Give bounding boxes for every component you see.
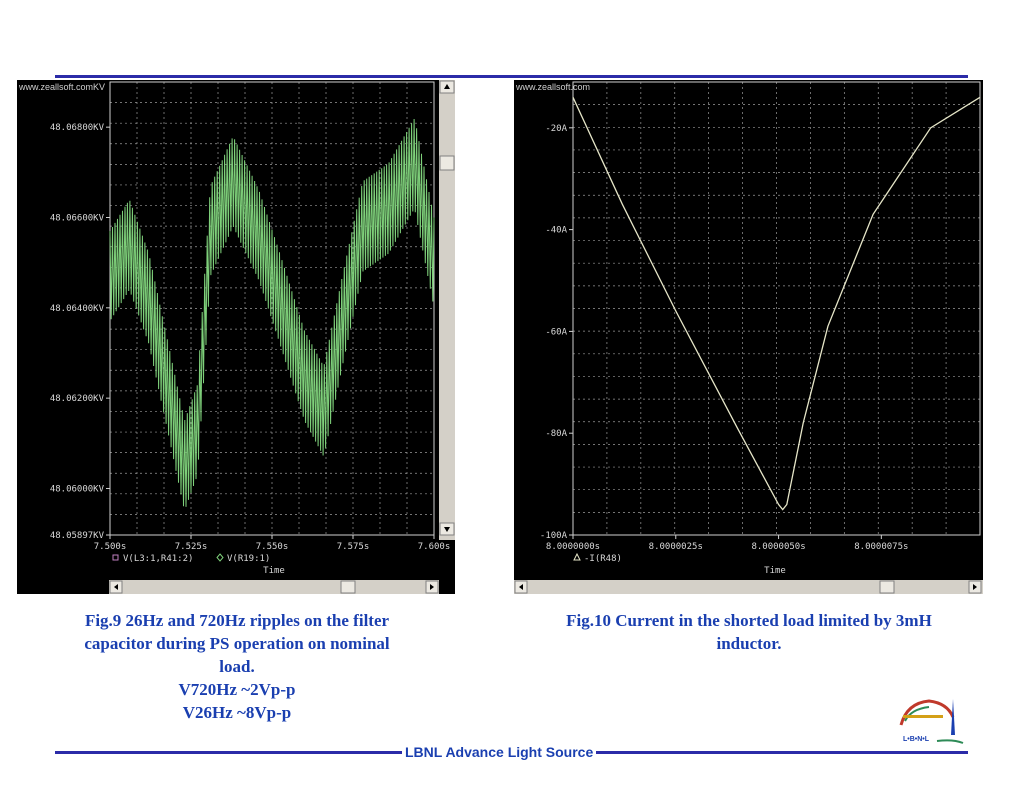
fig9-plot-window: www.zeallsoft.comKV 48.06800KV 48.06600KV… bbox=[17, 80, 455, 594]
lbnl-logo: L•B•N•L bbox=[899, 699, 964, 744]
legend-entry: -I(R48) bbox=[584, 554, 622, 564]
x-tick-label: 8.0000050s bbox=[751, 542, 805, 552]
fig10-plot-window: www.zeallsoft.com -20A -40A -60A -80A -100A 8… bbox=[514, 80, 983, 594]
x-tick-label: 7.600s bbox=[418, 542, 451, 552]
fig10-caption: Fig.10 Current in the shorted load limit… bbox=[505, 609, 993, 655]
x-tick-label: 7.525s bbox=[175, 542, 208, 552]
header-rule bbox=[55, 75, 968, 78]
x-tick-label: 7.550s bbox=[256, 542, 289, 552]
legend-marker-square bbox=[112, 554, 119, 561]
y-tick-label: -80A bbox=[545, 429, 567, 439]
footer-title: LBNL Advance Light Source bbox=[402, 744, 597, 760]
y-tick-label: -20A bbox=[545, 124, 567, 134]
x-axis-label: Time bbox=[263, 566, 285, 576]
y-tick-label: -40A bbox=[545, 226, 567, 236]
x-tick-label: 8.0000075s bbox=[854, 542, 908, 552]
fig9-caption-line: load. bbox=[219, 657, 255, 676]
logo-tower bbox=[951, 699, 955, 735]
y-tick-label: 48.06600KV bbox=[50, 213, 105, 223]
x-tick-label: 7.500s bbox=[94, 542, 127, 552]
y-tick-label: 48.05897KV bbox=[50, 531, 105, 541]
legend-entry: V(R19:1) bbox=[227, 554, 270, 564]
x-tick-label: 7.575s bbox=[337, 542, 370, 552]
plot-area: 48.06800KV 48.06600KV 48.06400KV 48.06200KV… bbox=[50, 81, 451, 576]
legend-entry: V(L3:1,R41:2) bbox=[123, 554, 193, 564]
fig10-horizontal-scrollbar[interactable] bbox=[514, 580, 983, 594]
fig9-chart: www.zeallsoft.comKV 48.06800KV 48.06600KV… bbox=[18, 80, 455, 594]
down-arrow-icon bbox=[444, 527, 450, 532]
series-line bbox=[572, 96, 981, 511]
fig10-chart: www.zeallsoft.com -20A-40A-60A-80A-100A8… bbox=[514, 81, 983, 594]
y-tick-label: -100A bbox=[540, 531, 568, 541]
y-tick-label: 48.06400KV bbox=[50, 304, 105, 314]
logo-text: L•B•N•L bbox=[903, 736, 930, 743]
fig9-caption-line: Fig.9 26Hz and 720Hz ripples on the filt… bbox=[84, 611, 390, 630]
left-arrow-icon bbox=[114, 584, 118, 590]
fig9-caption: Fig.9 26Hz and 720Hz ripples on the filt… bbox=[30, 609, 444, 724]
series-line bbox=[109, 118, 435, 507]
x-tick-label: 8.0000025s bbox=[649, 542, 703, 552]
fig10-caption-line: inductor. bbox=[716, 634, 782, 653]
fig9-caption-line: capacitor during PS operation on nominal bbox=[84, 634, 390, 653]
fig9-horizontal-scrollbar[interactable] bbox=[109, 580, 439, 594]
fig10-hscroll-thumb[interactable] bbox=[879, 580, 895, 594]
fig9-caption-line: V26Hz ~8Vp-p bbox=[182, 703, 292, 722]
x-tick-label: 8.0000000s bbox=[546, 542, 600, 552]
fig9-scroll-thumb[interactable] bbox=[439, 155, 455, 171]
y-tick-label: 48.06000KV bbox=[50, 484, 105, 494]
x-axis-label: Time bbox=[764, 566, 786, 576]
legend-marker-triangle bbox=[573, 552, 581, 561]
fig10-caption-line: Fig.10 Current in the shorted load limit… bbox=[566, 611, 932, 630]
left-arrow-icon bbox=[519, 584, 523, 590]
logo-base bbox=[936, 739, 964, 744]
right-arrow-icon bbox=[430, 584, 434, 590]
logo-arc bbox=[899, 699, 955, 726]
legend-marker-diamond bbox=[216, 553, 224, 562]
y-tick-label: 48.06200KV bbox=[50, 394, 105, 404]
logo-arc-inner bbox=[904, 706, 930, 722]
fig10-watermark: www.zeallsoft.com bbox=[515, 82, 590, 92]
logo-bar bbox=[903, 715, 943, 718]
y-tick-label: -60A bbox=[545, 327, 567, 337]
fig9-watermark: www.zeallsoft.comKV bbox=[18, 82, 105, 92]
fig9-hscroll-thumb[interactable] bbox=[340, 580, 356, 594]
fig9-caption-line: V720Hz ~2Vp-p bbox=[178, 680, 296, 699]
right-arrow-icon bbox=[973, 584, 977, 590]
y-tick-label: 48.06800KV bbox=[50, 123, 105, 133]
fig9-vertical-scrollbar[interactable] bbox=[439, 80, 455, 540]
up-arrow-icon bbox=[444, 84, 450, 89]
plot-frame bbox=[572, 81, 981, 536]
